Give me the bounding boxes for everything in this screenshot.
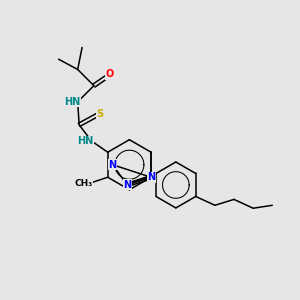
Text: HN: HN <box>64 97 80 107</box>
Text: HN: HN <box>77 136 93 146</box>
Text: O: O <box>106 70 114 80</box>
Text: N: N <box>147 172 155 182</box>
Text: CH₃: CH₃ <box>74 178 93 188</box>
Text: N: N <box>123 180 131 190</box>
Text: N: N <box>109 160 117 170</box>
Text: S: S <box>96 109 103 118</box>
